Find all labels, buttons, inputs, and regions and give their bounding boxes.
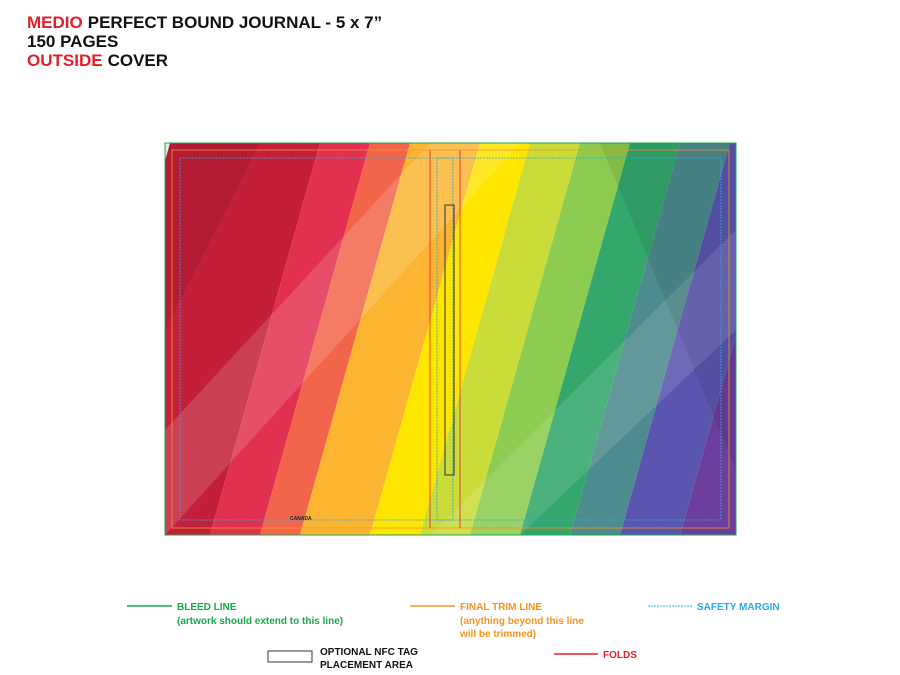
legend-label: OPTIONAL NFC TAG [320,647,418,658]
legend-note: will be trimmed) [459,629,536,640]
spine-safety [436,157,454,521]
title-line: 150 PAGES [27,32,118,51]
highlight: MEDIO [27,13,83,32]
legend-label: PLACEMENT AREA [320,660,413,671]
legend-label: FOLDS [603,650,637,661]
art-shape [165,143,260,330]
bleed-line [164,142,737,536]
imprint: CANADA [290,516,312,522]
cover-artwork [165,143,900,535]
title-text: COVER [108,51,168,70]
legend-label: FINAL TRIM LINE [460,602,542,613]
legend-label: SAFETY MARGIN [697,602,780,613]
art-shape [370,143,530,535]
title-text: PERFECT BOUND JOURNAL - 5 x 7” [88,13,382,32]
art-shape [260,143,410,535]
title-line: MEDIO PERFECT BOUND JOURNAL - 5 x 7” [27,13,382,32]
art-shape [570,143,730,535]
legend-swatch [267,650,313,663]
art-shape [620,143,736,535]
art-shape [430,230,736,535]
highlight: OUTSIDE [27,51,103,70]
title-line: OUTSIDE COVER [27,51,168,70]
art-shape [165,143,320,535]
trim-line [171,149,730,529]
art-shape [740,143,900,535]
art-shape [210,143,370,535]
nfc-area [444,204,455,476]
legend-note: (artwork should extend to this line) [177,616,343,627]
legend-label: BLEED LINE [177,602,237,613]
art-shape [165,143,520,535]
art-shape [470,143,630,535]
legend-note: (anything beyond this line [460,616,584,627]
art-shape [300,143,480,535]
art-shape [680,335,736,535]
art-shape [600,143,736,470]
art-shape [520,143,680,535]
